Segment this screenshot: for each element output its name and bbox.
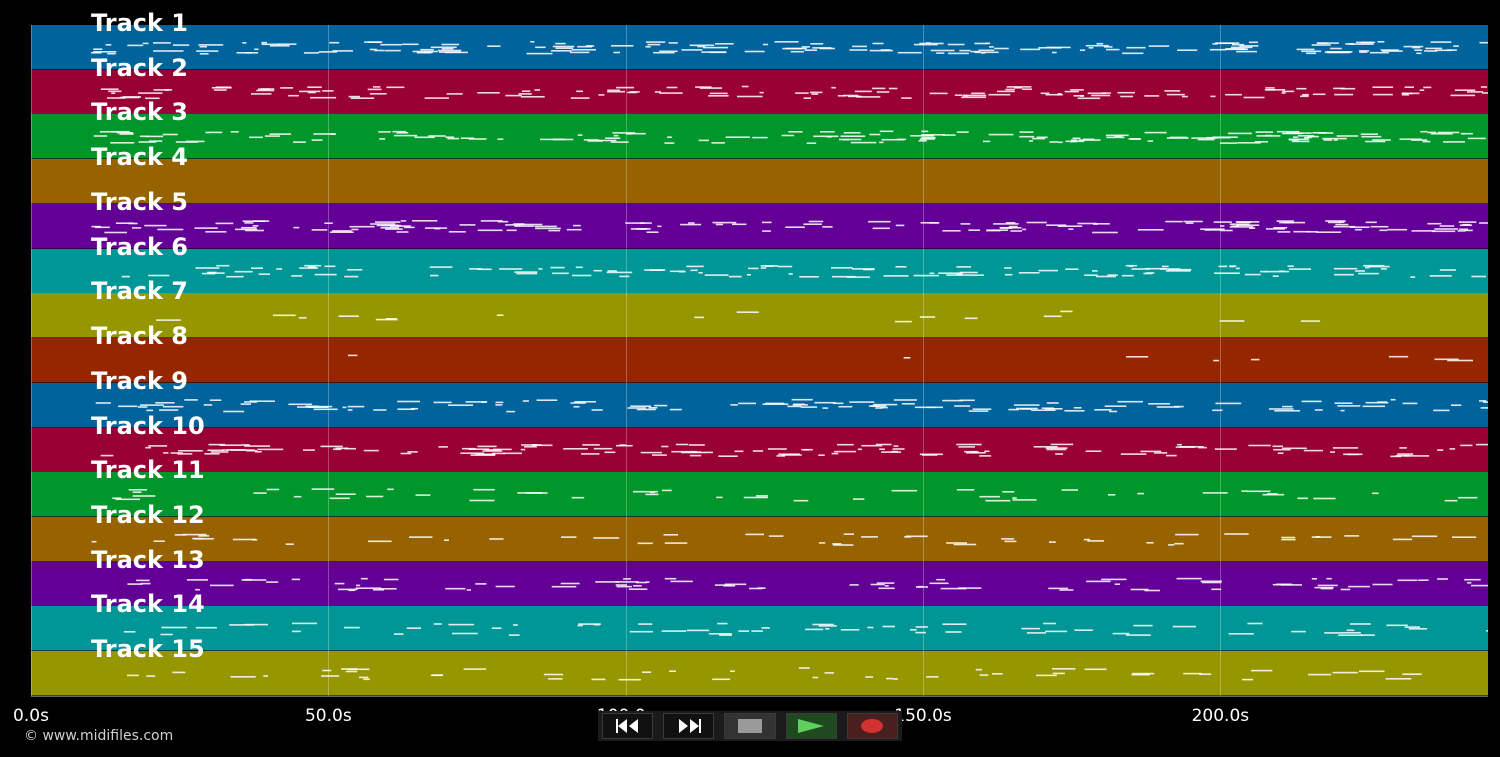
rewind-button[interactable] xyxy=(602,713,654,739)
track-label: Track 6 xyxy=(91,232,189,261)
time-gridline xyxy=(328,25,330,696)
time-axis xyxy=(31,696,1488,697)
track-label: Track 11 xyxy=(91,456,205,485)
stop-icon xyxy=(738,719,762,733)
track-label: Track 14 xyxy=(91,590,205,619)
fast-forward-button[interactable] xyxy=(663,713,715,739)
play-button[interactable] xyxy=(785,713,837,739)
track-lane[interactable] xyxy=(31,338,1488,384)
track-lane[interactable] xyxy=(31,159,1488,205)
track-label: Track 1 xyxy=(91,9,189,37)
time-gridline xyxy=(31,25,32,696)
rewind-icon xyxy=(615,719,638,733)
record-icon xyxy=(861,719,884,733)
track-label: Track 3 xyxy=(91,98,189,127)
track-label: Track 7 xyxy=(91,277,189,306)
track-lane[interactable] xyxy=(31,651,1488,697)
track-lane[interactable] xyxy=(31,606,1488,652)
track-lane[interactable] xyxy=(31,517,1488,563)
stop-button[interactable] xyxy=(724,713,776,739)
track-lane[interactable] xyxy=(31,561,1488,607)
track-lane[interactable] xyxy=(31,203,1488,249)
transport-bar xyxy=(598,711,902,741)
track-label: Track 13 xyxy=(91,545,205,574)
track-lane[interactable] xyxy=(31,114,1488,160)
time-tick-label: 50.0s xyxy=(304,706,352,726)
track-lane[interactable] xyxy=(31,382,1488,428)
track-label: Track 4 xyxy=(91,143,189,172)
track-label: Track 10 xyxy=(91,411,205,440)
play-icon xyxy=(798,719,825,733)
record-button[interactable] xyxy=(846,713,899,739)
time-tick-label: 200.0s xyxy=(1191,706,1250,726)
time-tick-label: 0.0s xyxy=(13,706,49,726)
track-label: Track 9 xyxy=(91,366,189,395)
track-label: Track 8 xyxy=(91,322,189,351)
track-label: Track 15 xyxy=(91,635,205,664)
track-lane[interactable] xyxy=(31,69,1488,115)
track-lane[interactable] xyxy=(31,293,1488,339)
track-lane[interactable] xyxy=(31,248,1488,294)
time-gridline xyxy=(625,25,627,696)
piano-roll[interactable]: Track 1 Track 2 Track 3 Track 4 Track 5 Track… xyxy=(31,11,1488,697)
track-lane[interactable] xyxy=(31,25,1488,70)
time-gridline xyxy=(1220,25,1222,696)
track-label: Track 5 xyxy=(91,187,189,216)
time-tick-label: 150.0s xyxy=(894,706,952,726)
track-lane[interactable] xyxy=(31,472,1488,518)
track-label: Track 12 xyxy=(91,501,205,530)
copyright-text: © www.midifiles.com xyxy=(24,728,174,744)
time-gridline xyxy=(923,25,925,696)
fast-forward-icon xyxy=(678,719,701,733)
track-label: Track 2 xyxy=(91,53,189,82)
track-lane[interactable] xyxy=(31,427,1488,473)
